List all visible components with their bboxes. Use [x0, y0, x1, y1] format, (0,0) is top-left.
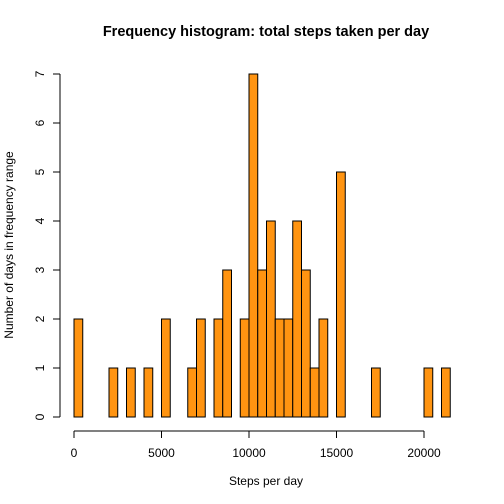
- histogram-bar: [423, 367, 434, 418]
- histogram-bar: [441, 367, 451, 418]
- histogram-bar: [283, 318, 294, 418]
- y-tick-label: 6: [33, 119, 47, 126]
- histogram-bar: [187, 367, 197, 418]
- histogram-bar: [239, 318, 250, 418]
- histogram-bar: [336, 171, 346, 418]
- y-tick-label: 2: [33, 315, 47, 322]
- y-tick-label: 1: [33, 364, 47, 371]
- histogram-bar: [309, 367, 320, 418]
- x-tick-label: 10000: [232, 446, 266, 460]
- x-axis-label: Steps per day: [229, 474, 303, 488]
- x-tick-label: 0: [71, 446, 78, 460]
- bars: [73, 73, 451, 418]
- histogram-bar: [266, 220, 276, 418]
- histogram-bar: [318, 318, 329, 418]
- histogram-bar: [257, 269, 267, 418]
- x-tick-label: 20000: [407, 446, 441, 460]
- y-tick-label: 0: [33, 413, 47, 420]
- histogram-bar: [108, 367, 119, 418]
- histogram-bar: [301, 269, 311, 418]
- x-axis: 0 5000 10000 15000 20000: [71, 430, 441, 460]
- histogram-bar: [73, 318, 84, 418]
- y-axis-label: Number of days in frequency range: [2, 151, 16, 339]
- histogram-bar: [126, 367, 136, 418]
- y-tick-label: 3: [33, 266, 47, 273]
- histogram-bar: [213, 318, 224, 418]
- histogram-bar: [161, 318, 171, 418]
- y-tick-label: 7: [33, 70, 47, 77]
- y-tick-label: 4: [33, 217, 47, 224]
- histogram-bar: [196, 318, 206, 418]
- histogram-bar: [222, 269, 232, 418]
- histogram-bar: [274, 318, 285, 418]
- histogram-bar: [143, 367, 154, 418]
- histogram-bar: [371, 367, 381, 418]
- x-tick-label: 15000: [320, 446, 354, 460]
- x-tick-label: 5000: [148, 446, 175, 460]
- histogram-bar: [292, 220, 302, 418]
- chart-title: Frequency histogram: total steps taken p…: [103, 24, 429, 40]
- histogram-bar: [248, 73, 259, 418]
- y-axis: 0 1 2 3 4 5 6 7: [33, 70, 61, 420]
- y-tick-label: 5: [33, 168, 47, 175]
